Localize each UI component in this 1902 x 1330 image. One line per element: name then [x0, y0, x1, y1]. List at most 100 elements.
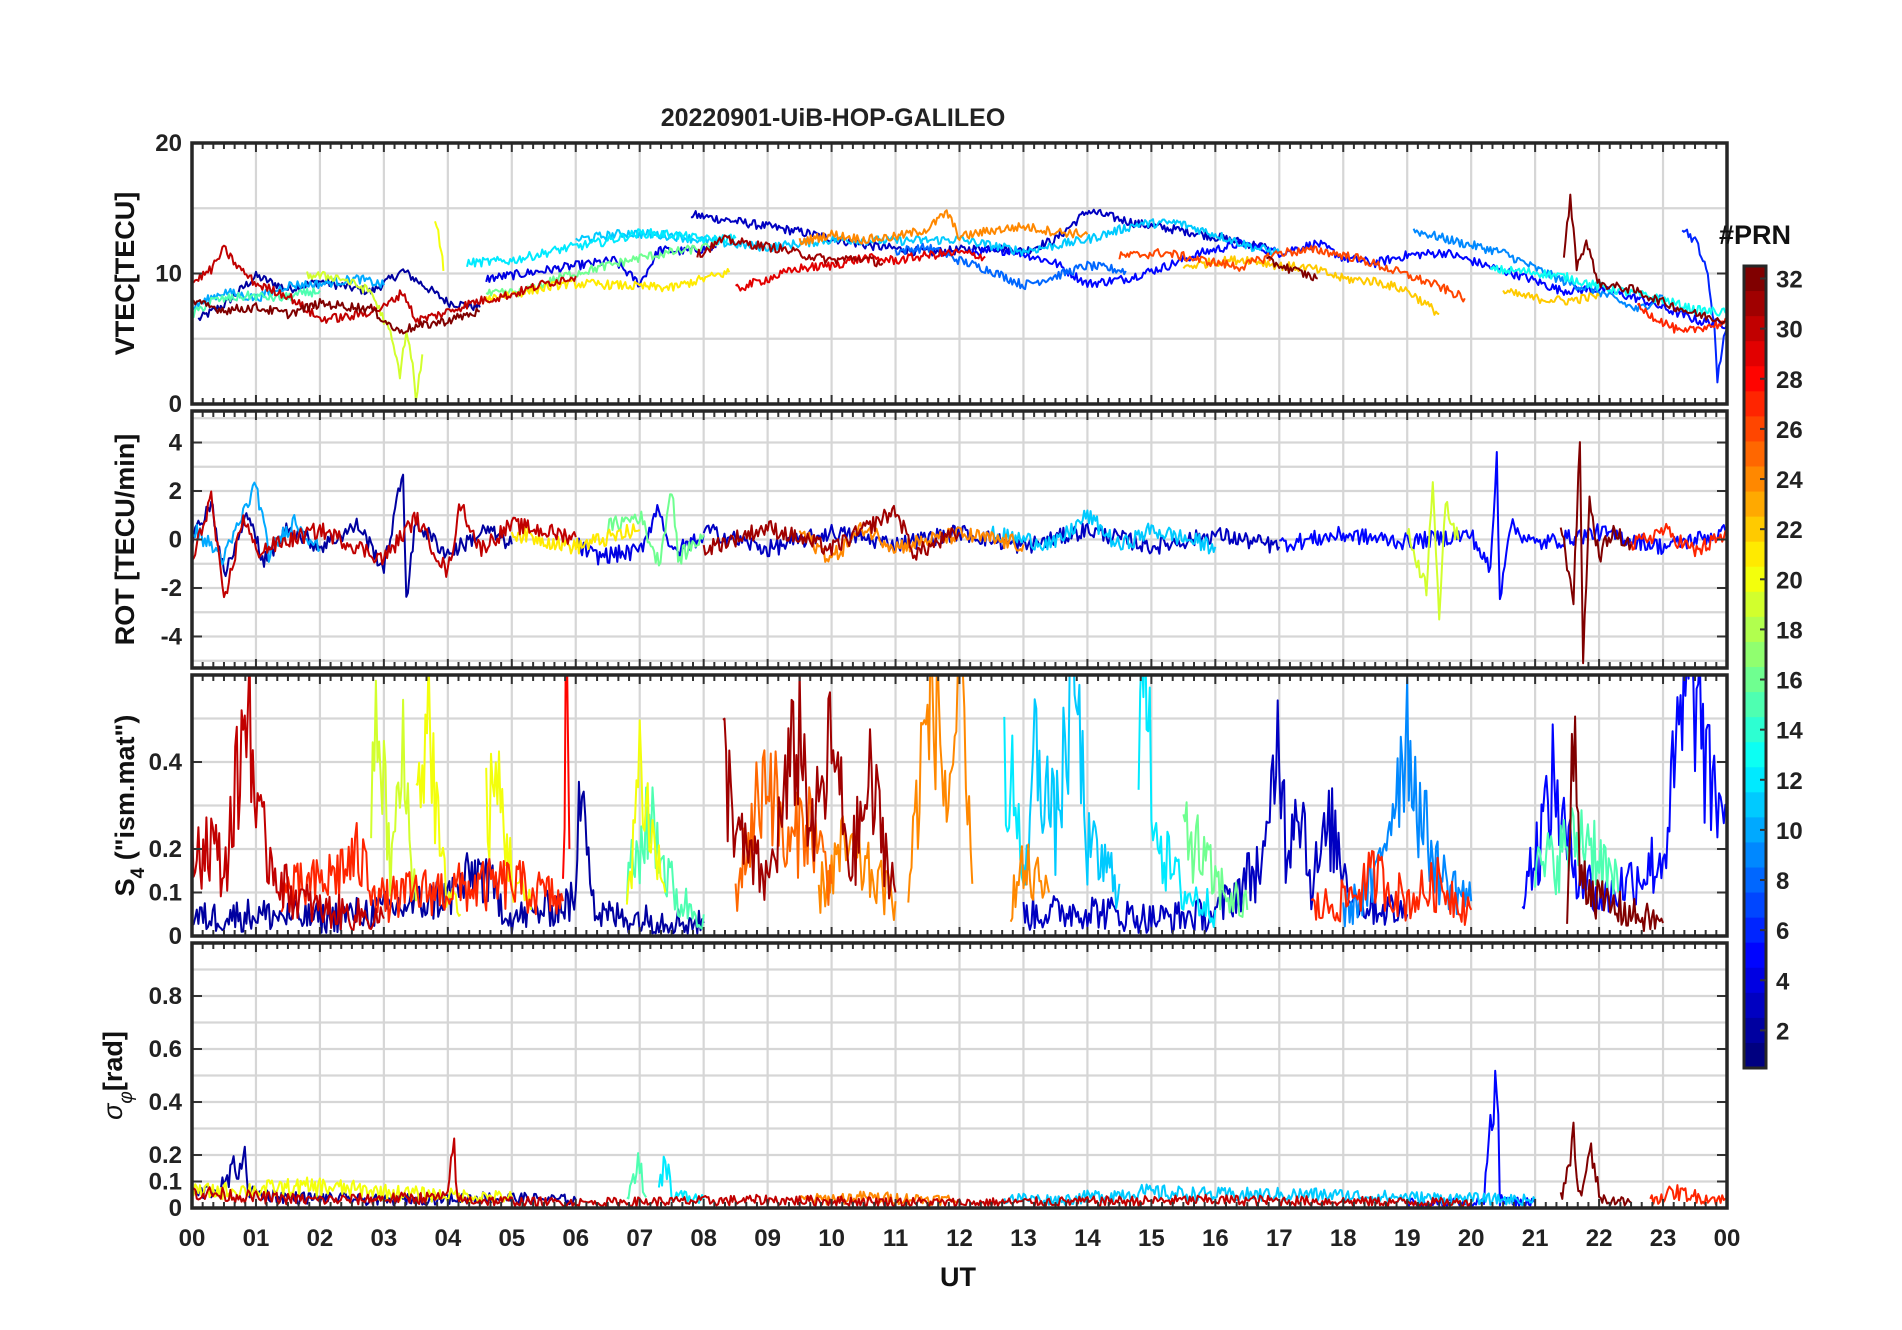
colorbar-tick-label: 20: [1776, 567, 1803, 594]
series-line-prn-3: [702, 522, 1281, 558]
series-line-prn-4: [574, 504, 705, 566]
series-line-prn-24: [1009, 843, 1050, 923]
series-line-prn-28: [562, 675, 571, 879]
series-line-prn-15: [1534, 807, 1620, 896]
x-tick-label: 00: [1714, 1225, 1741, 1252]
series-line-prn-3: [1022, 699, 1409, 934]
panel-s4: 00.10.20.4S4 ("ism.mat"): [110, 673, 1729, 950]
x-tick-label: 22: [1586, 1225, 1613, 1252]
y-tick-label: 0.8: [149, 983, 182, 1010]
series-line-prn-2: [192, 473, 513, 598]
series-line-prn-27: [1310, 850, 1473, 926]
series-line-prn-16: [606, 493, 705, 567]
series-line-prn-5: [1279, 451, 1727, 601]
colorbar-tick-label: 4: [1776, 968, 1790, 995]
series-line-prn-15: [626, 1152, 647, 1200]
y-axis-label-part: φ: [116, 1091, 137, 1103]
colorbar-tick-label: 14: [1776, 718, 1803, 745]
series-line-prn-6: [1681, 228, 1727, 384]
colorbar-cell: [1744, 316, 1766, 342]
series-line-prn-12: [466, 228, 737, 268]
colorbar-tick-label: 22: [1776, 517, 1803, 544]
series-line-prn-19: [306, 270, 424, 403]
panel-sigma_phi: 00.10.2 0.4 0.6 0.8 σφ[rad]: [98, 941, 1729, 1222]
colorbar-cell: [1744, 817, 1766, 844]
series-line-prn-9: [1412, 228, 1664, 313]
chart-title: 20220901-UiB-HOP-GALILEO: [661, 104, 1006, 132]
x-tick-label: 11: [883, 1225, 908, 1252]
colorbar-tick-label: 26: [1776, 417, 1803, 444]
series-line-prn-20: [192, 1176, 513, 1204]
series-line-prn-10: [192, 481, 321, 566]
x-tick-label: 21: [1522, 1225, 1549, 1252]
x-tick-label: 00: [179, 1225, 206, 1252]
y-axis-label: σφ[rad]: [98, 1031, 137, 1120]
series-line-prn-22: [1502, 288, 1600, 306]
colorbar-cell: [1744, 942, 1766, 969]
series-group: [192, 193, 1727, 403]
colorbar-cell: [1744, 792, 1766, 818]
series-line-prn-13: [1489, 264, 1727, 317]
y-axis-label-part: [rad]: [98, 1031, 128, 1091]
series-line-prn-2: [192, 780, 705, 935]
colorbar-tick-label: 24: [1776, 467, 1803, 494]
colorbar-title: #PRN: [1719, 220, 1791, 250]
series-line-prn-30: [192, 244, 577, 325]
colorbar-cell: [1744, 1042, 1766, 1069]
y-tick-label: 0.1: [149, 880, 182, 907]
series-line-prn-32: [1265, 256, 1319, 282]
colorbar-tick-label: 30: [1776, 317, 1803, 344]
series-line-prn-31: [696, 234, 884, 268]
y-tick-label: 20: [155, 130, 182, 157]
colorbar-tick-label: 16: [1776, 668, 1803, 695]
series-line-prn-27: [280, 822, 564, 923]
colorbar-cell: [1744, 491, 1766, 518]
y-tick-label: 0.4: [149, 1089, 183, 1116]
series-line-prn-24: [907, 675, 974, 903]
series-line-prn-5: [1521, 675, 1727, 913]
y-tick-label: -4: [161, 623, 183, 650]
series-line-prn-8: [894, 242, 1127, 291]
colorbar-cell: [1744, 892, 1766, 919]
colorbar-cell: [1744, 767, 1766, 793]
y-tick-label: 0.6: [149, 1036, 182, 1063]
series-line-prn-12: [1137, 675, 1217, 928]
colorbar-tick-label: 8: [1776, 868, 1789, 895]
series-line-prn-19: [370, 679, 417, 902]
series-line-prn-31: [702, 504, 961, 561]
colorbar-cell: [1744, 867, 1766, 894]
colorbar-cell: [1744, 742, 1766, 768]
y-axis-label-part: S: [110, 878, 140, 896]
colorbar-tick-label: 10: [1776, 818, 1803, 845]
series-line-prn-12: [657, 1155, 705, 1204]
colorbar-tick-label: 12: [1776, 768, 1803, 795]
x-tick-label: 17: [1266, 1225, 1293, 1252]
x-tick-label: 09: [754, 1225, 781, 1252]
x-tick-label: 05: [498, 1225, 525, 1252]
series-line-prn-27: [1630, 522, 1727, 558]
colorbar-cell: [1744, 692, 1766, 718]
x-tick-label: 01: [243, 1225, 270, 1252]
colorbar-tick-label: 28: [1776, 367, 1803, 394]
series-line-prn-20: [485, 750, 532, 910]
series-line-prn-32: [1566, 715, 1664, 932]
colorbar-cell: [1744, 416, 1766, 443]
colorbar-tick-label: 6: [1776, 918, 1789, 945]
y-tick-label: 4: [169, 430, 183, 457]
colorbar-cell: [1744, 842, 1766, 869]
y-tick-label: 0: [169, 923, 182, 950]
series-line-prn-20: [434, 221, 445, 271]
colorbar-cell: [1744, 917, 1766, 944]
x-tick-label: 19: [1394, 1225, 1421, 1252]
x-tick-label: 18: [1330, 1225, 1357, 1252]
y-axis-label: VTEC[TECU]: [110, 192, 140, 356]
x-tick-label: 07: [626, 1225, 653, 1252]
x-tick-label: 02: [307, 1225, 334, 1252]
x-tick-label: 15: [1138, 1225, 1165, 1252]
series-line-prn-32: [1559, 441, 1633, 665]
x-tick-label: 12: [946, 1225, 973, 1252]
colorbar-tick-label: 2: [1776, 1018, 1789, 1045]
